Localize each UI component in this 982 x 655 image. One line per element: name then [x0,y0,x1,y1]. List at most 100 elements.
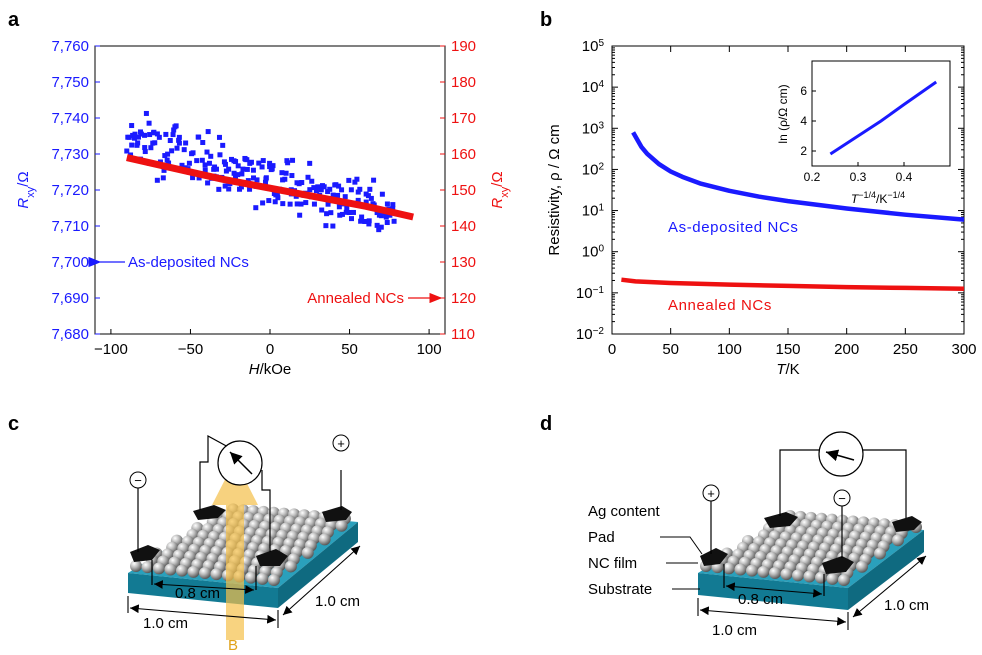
data-point [226,166,232,172]
data-point [327,186,333,192]
nanocrystal [268,574,280,586]
nanocrystal [734,563,747,576]
data-point [131,135,137,141]
annealed-line [126,154,414,221]
contact-pads-d [700,512,922,574]
data-point [391,218,397,224]
data-point [296,181,302,187]
nanocrystal [164,563,177,576]
data-point [196,134,202,140]
data-point [355,189,361,195]
data-point [253,205,259,211]
x-axis-label-b: T/K [776,361,799,378]
data-point [222,183,228,189]
left-tick-label: 7,690 [51,290,89,307]
data-point [213,166,219,172]
inset-x-tick-label: 0.2 [804,170,821,184]
nanocrystal [245,571,257,584]
x-tick-label: 200 [834,341,859,358]
right-tick-label: 130 [451,254,476,271]
data-point [161,167,167,173]
data-point [254,177,260,183]
data-point [357,186,363,192]
data-point [138,131,144,137]
nanocrystal [838,574,850,586]
nanocrystal [335,519,348,532]
data-point [298,201,304,207]
data-point [366,218,372,224]
x-tick-label: 50 [662,341,679,358]
nanocrystal [780,568,793,581]
data-point [154,177,160,183]
data-point [282,176,288,182]
data-point [232,175,238,181]
nanocrystal [874,547,886,560]
data-point [297,212,303,218]
data-point [330,192,336,198]
data-point [142,149,148,155]
data-point [378,213,384,219]
data-point [309,178,315,184]
nanocrystal [256,572,269,585]
data-point [154,131,160,137]
data-point [151,129,157,135]
x-tick-label: −50 [178,341,203,358]
x-tick-label: 150 [775,341,800,358]
data-point [374,222,380,228]
voltmeter-c [217,440,263,486]
nanocrystal [856,560,868,573]
data-point [313,188,319,194]
data-point [279,170,285,176]
line-as-deposited [631,131,965,222]
inset-series [829,80,938,156]
inset-chart: 0.2 0.3 0.4 2 4 6 ln (ρ/Ω cm) T−1/4/K−1/4 [776,60,951,206]
x-tick-label: 250 [893,341,918,358]
data-point [194,158,200,164]
data-point [274,191,280,197]
data-point [367,186,373,192]
data-point [181,147,187,153]
data-point [358,218,364,224]
data-point [205,129,211,135]
data-point [263,175,269,181]
data-point [143,110,149,116]
label-as-deposited-b: As-deposited NCs [668,219,799,236]
data-point [126,134,132,140]
terminal-minus-d: − [833,489,851,507]
right-tick-label: 160 [451,146,476,163]
data-point [307,160,313,166]
data-point [163,131,169,137]
left-tick-label: 7,700 [51,254,89,271]
right-tick-label: 180 [451,74,476,91]
wires-d [710,449,907,596]
data-point [247,186,253,192]
nanocrystal [723,562,735,575]
data-point [323,223,329,229]
label-substrate: Substrate [588,581,652,598]
data-point [337,212,343,218]
data-point [162,153,168,159]
data-point [196,175,202,181]
data-point [235,163,241,169]
svg-text:−: − [838,491,846,506]
inset-x-tick-label: 0.3 [850,170,867,184]
data-point [200,140,206,146]
right-tick-label: 110 [451,326,475,343]
data-point [165,151,171,157]
data-point [166,160,172,166]
dimension-1-0cm-side-d: 1.0 cm [884,597,929,614]
data-point [260,158,266,164]
x-tick-label: 0 [266,341,274,358]
nanocrystal [199,567,211,579]
terminal-plus-d: + [702,484,720,502]
data-point [233,159,239,165]
inset-line [829,80,938,156]
data-point [231,170,237,176]
data-point [170,132,176,138]
data-point [216,186,222,192]
left-tick-label: 7,740 [51,110,89,127]
nanocrystal [187,565,200,578]
data-point [324,211,330,217]
scatter-series-as-deposited [124,110,397,233]
field-label-b: B [228,637,238,650]
